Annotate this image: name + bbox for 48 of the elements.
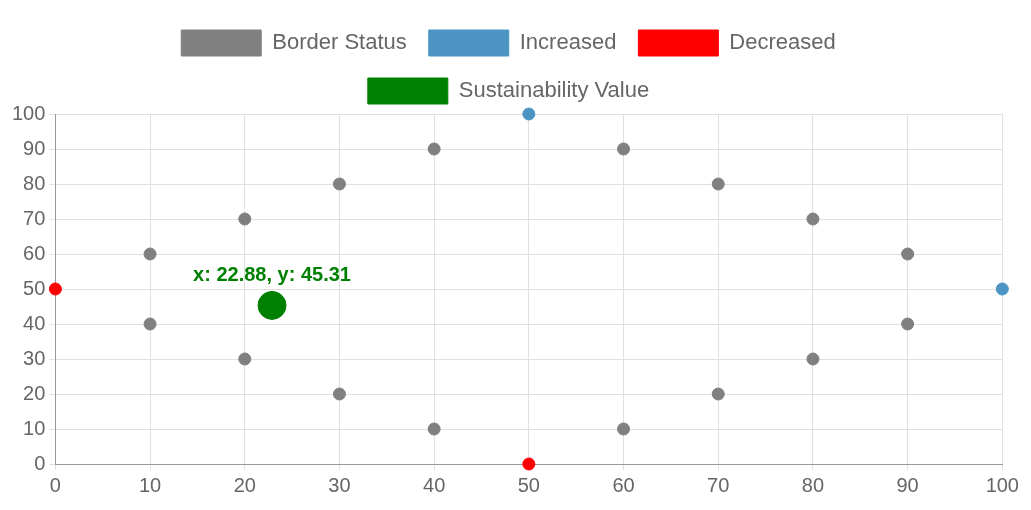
y-tick-label: 90 bbox=[23, 136, 46, 159]
x-tick-label: 50 bbox=[517, 473, 540, 496]
legend-label: Increased bbox=[519, 29, 617, 55]
point bbox=[522, 457, 536, 471]
point bbox=[806, 352, 820, 366]
y-tick-label: 40 bbox=[23, 311, 46, 334]
point bbox=[617, 422, 631, 436]
y-tick-label: 60 bbox=[23, 241, 46, 264]
y-tick-label: 80 bbox=[23, 171, 46, 194]
x-tick-label: 80 bbox=[801, 473, 825, 496]
point bbox=[332, 177, 346, 191]
point bbox=[332, 387, 346, 401]
point bbox=[806, 212, 820, 226]
x-tick-label: 30 bbox=[328, 473, 351, 496]
point bbox=[711, 177, 725, 191]
point bbox=[48, 282, 62, 296]
point bbox=[427, 142, 441, 156]
legend-label: Decreased bbox=[729, 29, 836, 55]
y-tick-label: 50 bbox=[23, 276, 46, 299]
annotation: x: 22.88, y: 45.31 bbox=[193, 262, 351, 285]
x-tick-label: 10 bbox=[138, 473, 162, 496]
point bbox=[901, 247, 915, 261]
y-tick-label: 30 bbox=[23, 346, 46, 369]
point bbox=[257, 290, 287, 320]
x-tick-label: 70 bbox=[707, 473, 730, 496]
x-tick-label: 90 bbox=[896, 473, 919, 496]
point bbox=[617, 142, 631, 156]
point bbox=[238, 352, 252, 366]
x-tick-label: 60 bbox=[612, 473, 635, 496]
point bbox=[427, 422, 441, 436]
y-tick-label: 100 bbox=[11, 101, 46, 124]
legend-label: Border Status bbox=[272, 29, 407, 55]
point bbox=[901, 317, 915, 331]
point bbox=[522, 107, 536, 121]
legend-label: Sustainability Value bbox=[458, 77, 650, 103]
point bbox=[143, 317, 157, 331]
x-tick-label: 0 bbox=[49, 473, 61, 496]
point bbox=[711, 387, 725, 401]
y-tick-label: 70 bbox=[23, 206, 46, 229]
x-tick-label: 40 bbox=[423, 473, 446, 496]
y-tick-label: 20 bbox=[23, 381, 46, 404]
point bbox=[995, 282, 1009, 296]
x-tick-label: 100 bbox=[985, 473, 1019, 496]
x-tick-label: 20 bbox=[233, 473, 256, 496]
y-tick-label: 0 bbox=[34, 451, 46, 474]
point bbox=[238, 212, 252, 226]
y-tick-label: 10 bbox=[23, 416, 46, 439]
point bbox=[143, 247, 157, 261]
